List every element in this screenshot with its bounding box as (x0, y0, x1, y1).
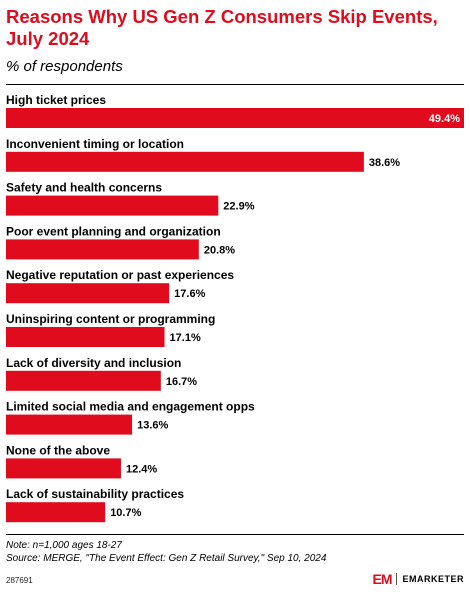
value-label: 16.7% (166, 376, 197, 388)
bar (6, 370, 161, 391)
bar (6, 195, 219, 216)
value-label: 20.8% (204, 244, 235, 256)
bar-row: Safety and health concerns 22.9% (6, 181, 255, 216)
value-label: 17.1% (170, 332, 201, 344)
emarketer-logo-icon: EM (372, 571, 392, 587)
category-label: Negative reputation or past experiences (6, 268, 234, 282)
bar (6, 458, 121, 479)
category-label: Lack of diversity and inclusion (6, 356, 181, 370)
bar-row: Lack of sustainability practices 10.7% (6, 487, 184, 523)
footnote: Note: n=1,000 ages 18-27 (6, 540, 122, 551)
bar-row: Limited social media and engagement opps… (6, 400, 255, 435)
bar (6, 327, 165, 347)
bar (6, 151, 364, 172)
logo-separator (396, 573, 398, 585)
category-label: High ticket prices (6, 93, 106, 107)
bar-row: High ticket prices 49.4% (6, 93, 464, 128)
bar-row: Negative reputation or past experiences 1… (6, 268, 234, 304)
bar-chart: High ticket prices 49.4% Inconvenient timi… (6, 93, 464, 523)
bar (6, 239, 199, 260)
value-label: 38.6% (369, 157, 400, 169)
source-note: Source: MERGE, "The Event Effect: Gen Z … (6, 553, 327, 564)
value-label: 13.6% (137, 420, 168, 432)
category-label: Safety and health concerns (6, 181, 162, 195)
bar-row: Poor event planning and organization 20.8… (6, 224, 235, 260)
value-label: 12.4% (126, 463, 157, 475)
category-label: None of the above (6, 443, 110, 457)
bar (6, 502, 106, 523)
bar (6, 108, 464, 128)
bar (6, 283, 170, 304)
category-label: Inconvenient timing or location (6, 137, 184, 151)
category-label: Poor event planning and organization (6, 224, 221, 238)
bottom-divider (6, 534, 464, 535)
bar-row: Lack of diversity and inclusion 16.7% (6, 356, 197, 391)
bar-row: None of the above 12.4% (6, 443, 157, 479)
value-label: 17.6% (174, 288, 205, 300)
brand-logo: EM EMARKETER (372, 571, 464, 587)
chart-id: 287691 (6, 576, 33, 585)
value-label: 49.4% (429, 113, 460, 125)
value-label: 10.7% (110, 507, 141, 519)
brand-name: EMARKETER (402, 574, 464, 584)
top-divider (6, 84, 464, 85)
category-label: Uninspiring content or programming (6, 312, 215, 326)
bar (6, 414, 133, 435)
bar-row: Inconvenient timing or location 38.6% (6, 137, 400, 172)
chart-subtitle: % of respondents (6, 58, 123, 75)
category-label: Limited social media and engagement opps (6, 400, 255, 414)
bar-row: Uninspiring content or programming 17.1% (6, 312, 215, 347)
category-label: Lack of sustainability practices (6, 487, 184, 501)
chart-title: Reasons Why US Gen Z Consumers Skip Even… (6, 6, 438, 49)
value-label: 22.9% (223, 201, 254, 213)
